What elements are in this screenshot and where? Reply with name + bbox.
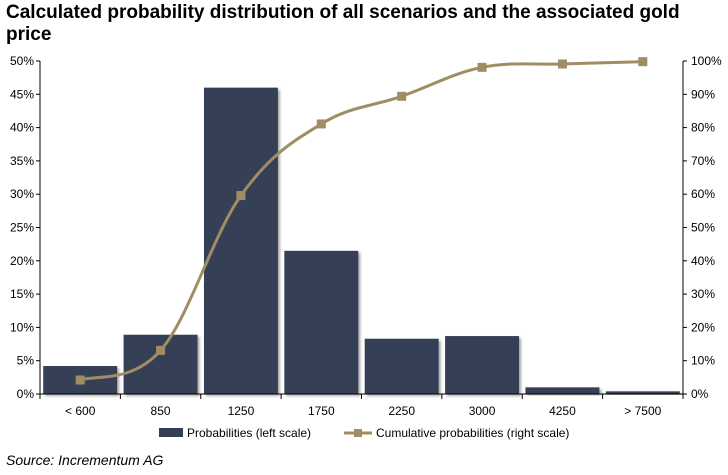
y-left-tick-label: 50% [10,54,34,68]
y-left-tick-label: 5% [17,354,35,368]
y-axis-right: 0% 10% 20% 30% 40% 50% 60% 70% 80% 90% 100% [682,54,722,401]
cumulative-marker-4 [397,91,407,101]
cumulative-marker-1 [156,345,166,355]
x-tick-label: 3000 [469,404,496,418]
y-left-tick-label: 20% [10,254,34,268]
x-tick-label: 850 [151,404,171,418]
bar-series [43,87,680,394]
y-right-tick-label: 70% [691,154,715,168]
y-left-tick-label: 35% [10,154,34,168]
legend-line-label: Cumulative probabilities (right scale) [376,426,569,440]
y-right-tick-label: 80% [691,121,715,135]
bar-6 [525,387,600,394]
y-axis-left: 0% 5% 10% 15% 20% 25% 30% 35% 40% 45% 50% [10,54,41,401]
chart-title: Calculated probability distribution of a… [6,2,680,45]
cumulative-line-series [75,57,648,385]
cumulative-marker-5 [477,62,487,72]
y-right-tick-label: 100% [691,54,722,68]
y-left-tick-label: 0% [17,387,35,401]
legend: Probabilities (left scale) Cumulative pro… [159,426,569,440]
cumulative-marker-7 [638,57,648,67]
legend-bar-label: Probabilities (left scale) [187,426,311,440]
y-right-tick-label: 20% [691,320,715,334]
bar-3 [284,250,359,394]
y-right-tick-label: 40% [691,254,715,268]
legend-bar-swatch [159,428,183,437]
y-left-tick-label: 40% [10,121,34,135]
x-tick-label: > 7500 [624,404,661,418]
bar-4 [364,338,439,394]
x-tick-label: 2250 [388,404,415,418]
cumulative-marker-0 [75,375,85,385]
x-tick-label: 1750 [308,404,335,418]
legend-line-marker [354,429,362,437]
y-left-tick-label: 10% [10,320,34,334]
y-right-tick-label: 10% [691,354,715,368]
y-left-tick-label: 25% [10,221,34,235]
bar-7 [605,391,680,394]
x-axis: < 600 850 1250 1750 2250 3000 4250 > 7500 [39,393,684,418]
y-left-tick-label: 45% [10,87,34,101]
cumulative-marker-2 [236,191,246,201]
x-tick-label: < 600 [65,404,96,418]
cumulative-marker-6 [557,59,567,69]
bar-5 [445,336,520,394]
y-right-tick-label: 60% [691,187,715,201]
x-tick-label: 4250 [549,404,576,418]
y-left-tick-label: 30% [10,187,34,201]
y-right-tick-label: 0% [691,387,709,401]
source-note: Source: Incrementum AG [6,452,164,468]
x-tick-label: 1250 [228,404,255,418]
bar-1 [123,334,198,394]
y-right-tick-label: 30% [691,287,715,301]
cumulative-line [79,60,643,382]
y-left-tick-label: 15% [10,287,34,301]
y-right-tick-label: 50% [691,221,715,235]
y-right-tick-label: 90% [691,87,715,101]
cumulative-marker-3 [316,119,326,129]
